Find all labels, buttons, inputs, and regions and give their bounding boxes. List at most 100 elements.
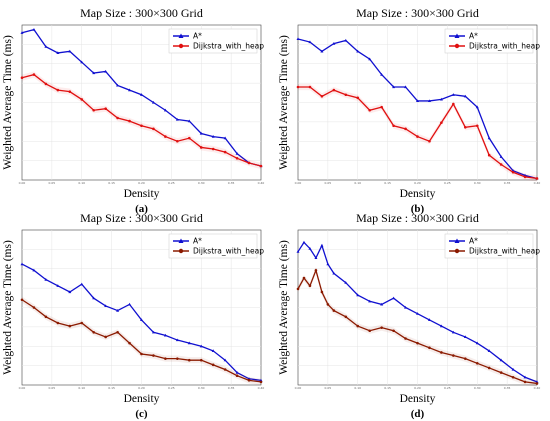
x-tick-label: 0.00 [19, 386, 26, 390]
x-tick-label: 0.15 [108, 181, 115, 185]
x-axis-label: Density [124, 393, 160, 405]
data-point [356, 293, 360, 297]
data-point [152, 354, 155, 357]
data-point [20, 76, 24, 79]
y-axis-label: Weighted Average Time (ms) [2, 35, 14, 170]
data-point [392, 296, 396, 300]
data-point [211, 363, 215, 367]
data-point [344, 93, 348, 97]
legend-marker [454, 33, 460, 38]
data-point [128, 88, 132, 92]
data-point [80, 60, 84, 64]
data-point [368, 108, 371, 112]
data-point [439, 324, 443, 328]
data-point [308, 40, 312, 44]
x-tick-label: 0.00 [295, 181, 302, 185]
data-point [487, 366, 491, 370]
x-tick-label: 0.30 [198, 181, 205, 185]
data-point [475, 362, 479, 365]
data-point [116, 116, 119, 120]
data-point [211, 349, 215, 352]
x-tick-label: 0.00 [19, 181, 26, 185]
data-point [344, 315, 348, 319]
legend-marker [454, 248, 460, 254]
data-point [32, 306, 36, 309]
data-point [20, 262, 24, 266]
data-point [332, 309, 336, 312]
x-tick-label: 0.20 [414, 386, 421, 390]
data-point [140, 352, 143, 356]
data-point [499, 371, 503, 374]
data-point [404, 85, 408, 89]
panel-label: (b) [411, 203, 425, 215]
data-point [152, 127, 155, 131]
data-point [199, 146, 203, 149]
data-point [151, 100, 155, 104]
legend-marker [178, 43, 184, 49]
data-point [163, 108, 167, 112]
data-point [463, 94, 467, 98]
data-point [56, 88, 60, 92]
data-point [463, 335, 467, 339]
data-point [211, 147, 215, 151]
data-point [188, 136, 191, 140]
data-point [176, 139, 179, 143]
data-point [187, 341, 191, 345]
data-point [188, 358, 191, 362]
data-point [164, 357, 167, 360]
x-tick-label: 0.05 [49, 386, 56, 390]
x-tick-label: 0.00 [295, 386, 302, 390]
data-point [308, 85, 312, 89]
data-point [247, 161, 251, 165]
data-point [464, 357, 467, 360]
data-point [356, 49, 360, 53]
data-point [427, 99, 431, 103]
chart-title: Map Size : 300×300 Grid [80, 6, 203, 20]
data-point [92, 108, 95, 112]
x-axis-label: Density [400, 188, 436, 200]
data-point [535, 177, 539, 180]
data-point [92, 71, 96, 75]
data-point [511, 375, 515, 379]
data-point [302, 240, 306, 244]
data-point [404, 305, 408, 309]
panel-label: (d) [411, 408, 425, 420]
data-point [259, 164, 263, 168]
data-point [68, 90, 72, 93]
data-point [32, 73, 36, 76]
data-point [451, 93, 455, 96]
data-point [344, 38, 348, 42]
data-point [356, 324, 360, 328]
data-point [140, 318, 143, 321]
data-point [259, 380, 263, 384]
data-point [428, 139, 431, 143]
x-tick-label: 0.10 [78, 181, 85, 185]
data-point [247, 377, 251, 380]
legend [444, 28, 534, 54]
data-point [199, 344, 203, 348]
series-band [22, 296, 261, 385]
legend-marker [454, 238, 460, 243]
data-point [523, 375, 527, 379]
data-point [296, 287, 300, 291]
data-point [44, 45, 48, 48]
data-point [416, 99, 419, 103]
data-point [380, 326, 383, 329]
data-point [487, 153, 491, 157]
series-line-0 [297, 241, 538, 383]
data-point [404, 337, 407, 340]
data-point [223, 358, 227, 362]
data-point [314, 269, 318, 272]
legend-label: Dijkstra_with_heap [193, 42, 264, 51]
data-point [440, 121, 443, 124]
legend-label: Dijkstra_with_heap [469, 42, 540, 51]
chart-title: Map Size : 300×300 Grid [80, 211, 203, 225]
data-point [332, 88, 336, 92]
data-point [320, 243, 324, 247]
data-point [199, 358, 203, 362]
x-tick-label: 0.20 [138, 181, 145, 185]
data-point [308, 247, 312, 250]
data-point [320, 95, 324, 98]
chart-panel-2: Map Size : 300×300 Grid 0.00 0.05 0.10 0.15 0… [2, 211, 264, 420]
